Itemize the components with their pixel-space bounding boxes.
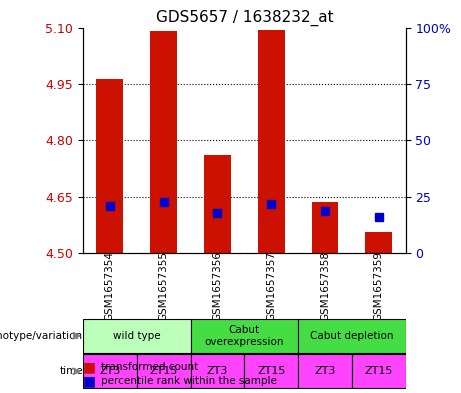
FancyBboxPatch shape: [352, 354, 406, 388]
FancyBboxPatch shape: [137, 354, 190, 388]
Text: wild type: wild type: [113, 331, 160, 341]
Bar: [258, 30, 284, 253]
Bar: [312, 202, 338, 253]
Text: GSM1657357: GSM1657357: [266, 251, 276, 321]
Text: ZT15: ZT15: [365, 366, 393, 376]
Text: GSM1657354: GSM1657354: [105, 251, 115, 321]
Text: GSM1657358: GSM1657358: [320, 251, 330, 321]
Text: genotype/variation: genotype/variation: [0, 331, 83, 341]
Text: GSM1657356: GSM1657356: [213, 251, 223, 321]
Text: ZT15: ZT15: [257, 366, 285, 376]
Text: ■: ■: [83, 360, 96, 375]
Text: ZT3: ZT3: [314, 366, 336, 376]
Text: ZT3: ZT3: [99, 366, 121, 376]
FancyBboxPatch shape: [244, 354, 298, 388]
Text: transformed count: transformed count: [101, 362, 199, 373]
Text: GSM1657355: GSM1657355: [159, 251, 169, 321]
Bar: [96, 79, 123, 253]
FancyBboxPatch shape: [83, 354, 137, 388]
FancyBboxPatch shape: [83, 319, 190, 353]
FancyBboxPatch shape: [190, 319, 298, 353]
FancyBboxPatch shape: [298, 354, 352, 388]
Text: ■: ■: [83, 374, 96, 388]
Text: percentile rank within the sample: percentile rank within the sample: [101, 376, 278, 386]
Text: ZT3: ZT3: [207, 366, 228, 376]
Text: ZT15: ZT15: [149, 366, 178, 376]
FancyBboxPatch shape: [298, 319, 406, 353]
Title: GDS5657 / 1638232_at: GDS5657 / 1638232_at: [155, 10, 333, 26]
Bar: [204, 155, 231, 253]
Bar: [365, 232, 392, 253]
FancyBboxPatch shape: [190, 354, 244, 388]
Text: Cabut
overexpression: Cabut overexpression: [205, 325, 284, 347]
Text: GSM1657359: GSM1657359: [374, 251, 384, 321]
Bar: [150, 31, 177, 253]
Text: time: time: [59, 366, 83, 376]
Text: Cabut depletion: Cabut depletion: [310, 331, 394, 341]
